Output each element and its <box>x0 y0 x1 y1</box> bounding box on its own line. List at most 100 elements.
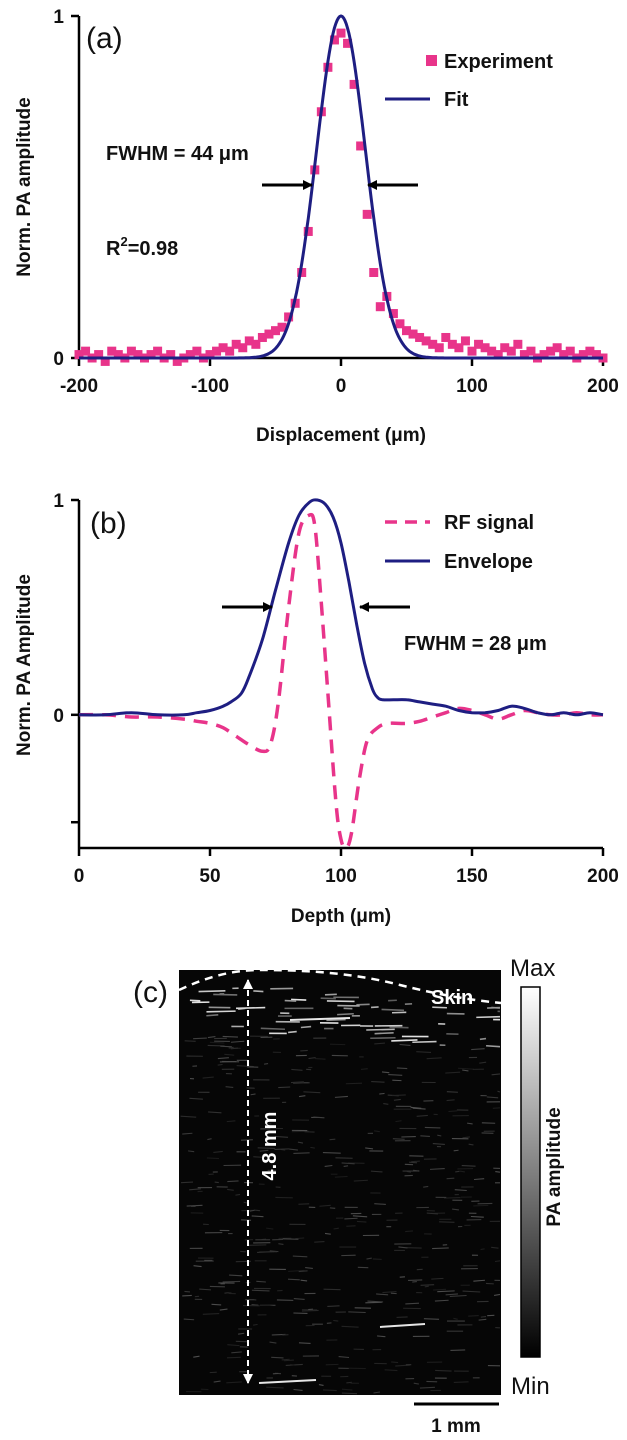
speckle <box>288 1269 305 1272</box>
experiment-point <box>513 339 523 349</box>
speckle <box>214 1181 219 1184</box>
experiment-point <box>447 339 457 349</box>
speckle <box>473 1279 486 1282</box>
speckle <box>433 1288 447 1291</box>
speckle <box>424 1126 441 1129</box>
speckle <box>281 1358 290 1361</box>
speckle <box>199 1288 212 1291</box>
speckle <box>341 1392 358 1395</box>
speckle <box>263 1063 269 1065</box>
speckle <box>446 1091 458 1093</box>
speckle <box>293 1298 305 1300</box>
speckle <box>251 1215 264 1218</box>
speckle <box>259 1149 269 1152</box>
speckle <box>462 1136 470 1139</box>
panel-c: (c) Skin 4.8 mm Max Min PA amplitude 1 m… <box>133 955 565 1437</box>
speckle <box>365 1301 382 1304</box>
speckle <box>479 1061 487 1064</box>
speckle <box>377 1335 386 1338</box>
speckle <box>391 1361 399 1364</box>
speckle <box>374 1032 394 1035</box>
speckle <box>206 1157 220 1160</box>
speckle <box>467 1122 473 1125</box>
speckle <box>291 998 307 1001</box>
panel-b-label: (b) <box>90 507 127 540</box>
speckle <box>461 1165 476 1167</box>
speckle <box>182 1294 192 1297</box>
panel-b-xtick-label: 200 <box>587 866 619 887</box>
speckle <box>356 1220 367 1223</box>
panel-b-xtick-label: 150 <box>456 866 488 887</box>
colorbar-min-label: Min <box>511 1373 550 1400</box>
speckle <box>324 1232 331 1235</box>
speckle <box>293 1152 310 1154</box>
speckle <box>238 1007 246 1010</box>
speckle <box>366 1028 395 1031</box>
speckle <box>253 1209 261 1212</box>
speckle <box>292 1255 308 1258</box>
speckle <box>429 1168 445 1170</box>
experiment-point <box>336 28 346 38</box>
experiment-point <box>467 346 477 356</box>
legend-rf-label: RF signal <box>444 512 534 534</box>
speckle <box>348 1311 366 1314</box>
speckle <box>226 1356 241 1359</box>
speckle <box>416 1051 432 1053</box>
experiment-point <box>192 346 202 356</box>
speckle <box>227 1344 240 1347</box>
speckle <box>449 1294 467 1298</box>
experiment-point <box>565 346 575 356</box>
speckle <box>253 1156 265 1158</box>
experiment-point <box>94 350 104 360</box>
speckle <box>365 1147 374 1150</box>
experiment-point <box>343 38 353 48</box>
speckle <box>228 1046 234 1049</box>
speckle <box>287 1278 300 1281</box>
speckle <box>299 1095 306 1098</box>
experiment-point <box>251 339 261 349</box>
speckle <box>260 1027 285 1031</box>
speckle <box>300 1279 308 1282</box>
speckle <box>341 1325 359 1328</box>
panel-a-xtick-label: 100 <box>456 376 488 397</box>
speckle <box>198 989 226 993</box>
speckle <box>411 1160 420 1163</box>
experiment-point <box>493 350 503 360</box>
speckle <box>392 1138 405 1140</box>
panel-b-ytick-label: 0 <box>53 706 64 727</box>
speckle <box>462 1069 469 1072</box>
speckle <box>320 997 336 1000</box>
speckle <box>356 1003 370 1006</box>
experiment-point <box>107 346 117 356</box>
speckle <box>470 1215 484 1218</box>
speckle <box>468 1314 479 1317</box>
speckle <box>253 990 264 993</box>
speckle <box>405 1230 414 1233</box>
speckle <box>388 1074 403 1076</box>
experiment-point <box>303 226 313 236</box>
panel-b: (b) 0 50 100 150 200 0 1 Depth (μm) Norm. PA A… <box>14 491 619 927</box>
speckle <box>180 1181 194 1184</box>
experiment-point <box>231 339 241 349</box>
experiment-point <box>356 141 366 151</box>
speckle <box>269 1341 277 1344</box>
speckle <box>426 1057 442 1060</box>
speckle <box>473 1178 485 1181</box>
legend-fit-label: Fit <box>444 89 469 111</box>
speckle <box>389 1026 409 1029</box>
speckle <box>345 1082 363 1085</box>
speckle <box>374 1203 386 1205</box>
speckle <box>207 1036 216 1039</box>
speckle <box>334 1095 348 1098</box>
experiment-point <box>408 329 418 339</box>
experiment-point <box>441 332 451 342</box>
experiment-point <box>375 302 385 312</box>
speckle <box>189 1097 203 1100</box>
speckle <box>224 1053 235 1056</box>
speckle <box>305 1266 313 1269</box>
experiment-point <box>212 346 222 356</box>
speckle <box>391 1039 418 1042</box>
experiment-point <box>500 343 510 353</box>
panel-a-xlabel: Displacement (μm) <box>256 425 426 446</box>
